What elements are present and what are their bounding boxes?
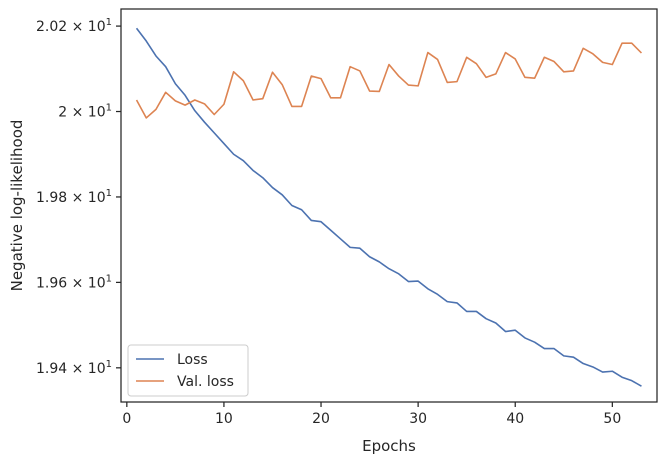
series-line-loss — [135, 27, 642, 387]
x-tick-label: 0 — [122, 411, 131, 427]
x-tick-label: 20 — [312, 411, 330, 427]
x-tick-label: 30 — [409, 411, 427, 427]
x-axis: 0 10 20 30 40 50 — [122, 402, 621, 427]
y-tick-label: 1.98 × 101 — [36, 188, 112, 206]
x-tick-label: 50 — [603, 411, 621, 427]
y-tick-label: 2.02 × 101 — [36, 17, 112, 35]
series-layer — [135, 27, 643, 387]
legend-label: Loss — [177, 352, 208, 368]
legend: Loss Val. loss — [127, 344, 249, 397]
x-tick-label: 10 — [215, 411, 233, 427]
y-axis: 1.94 × 101 1.96 × 101 1.98 × 101 2 × 101 2.0… — [36, 17, 121, 377]
y-tick-label: 2 × 101 — [58, 103, 112, 121]
y-tick-label: 1.94 × 101 — [36, 359, 112, 377]
x-tick-label: 40 — [506, 411, 524, 427]
x-axis-label: Epochs — [362, 437, 416, 455]
y-tick-label: 1.96 × 101 — [36, 273, 112, 291]
plot-frame — [120, 8, 658, 403]
legend-label: Val. loss — [177, 374, 234, 390]
series-line-val-loss — [135, 42, 643, 119]
legend-box — [127, 344, 249, 397]
y-axis-label: Negative log-likelihood — [8, 120, 26, 292]
